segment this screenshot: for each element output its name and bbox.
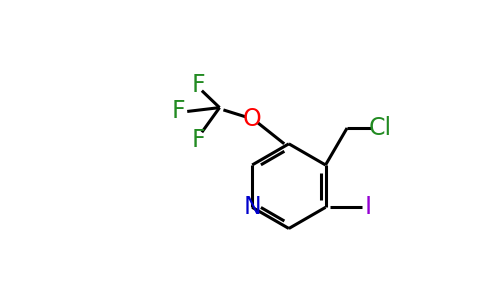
Text: O: O (242, 107, 261, 131)
Text: I: I (364, 195, 371, 219)
Text: F: F (191, 128, 205, 152)
Text: F: F (191, 73, 205, 97)
Text: N: N (243, 195, 261, 219)
Text: F: F (171, 100, 185, 124)
Text: Cl: Cl (369, 116, 392, 140)
